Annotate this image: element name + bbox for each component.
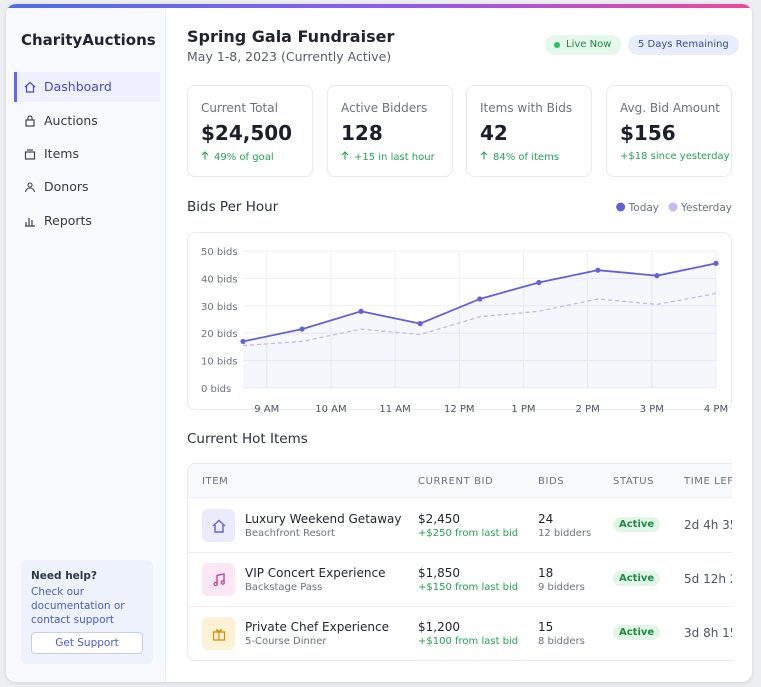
stat-change: 49% of goal — [201, 151, 274, 163]
item-sub: 5-Course Dinner — [245, 636, 327, 647]
status-pill: Active — [613, 625, 661, 640]
nav-item[interactable]: Dashboard — [14, 72, 160, 102]
clip-mask — [732, 463, 752, 663]
nav-label: Reports — [44, 213, 92, 228]
bid-count: 15 — [538, 620, 554, 634]
nav-item[interactable]: Items — [14, 139, 160, 169]
live-text: Live Now — [566, 39, 612, 50]
sidebar: CharityAuctions Dashboard Auctions Items… — [6, 8, 166, 682]
column-header: CURRENT BID — [418, 476, 494, 487]
item-sub: Backstage Pass — [245, 582, 323, 593]
nav-label: Dashboard — [44, 79, 112, 94]
stat-value: 42 — [480, 121, 508, 145]
app-window: CharityAuctions Dashboard Auctions Items… — [6, 4, 752, 682]
item-name: Luxury Weekend Getaway — [245, 512, 402, 526]
stat-change: 84% of items — [480, 151, 559, 163]
bid-count: 24 — [538, 512, 554, 526]
support-button[interactable]: Get Support — [31, 632, 143, 654]
stat-change-text: 49% of goal — [214, 152, 274, 163]
bidder-count: 8 bidders — [538, 636, 585, 647]
row-divider — [188, 606, 747, 607]
bid-change: +$150 from last bid — [418, 582, 519, 593]
stat-label: Items with Bids — [480, 101, 573, 115]
stat-value: $24,500 — [201, 121, 293, 145]
legend-swatch — [668, 202, 678, 212]
table-header — [188, 464, 747, 498]
days-badge: 5 Days Remaining — [628, 35, 739, 55]
column-header: STATUS — [613, 476, 655, 487]
item-icon — [202, 617, 235, 650]
bidder-count: 9 bidders — [538, 582, 585, 593]
column-header: TIME LEFT — [684, 476, 741, 487]
status-pill: Active — [613, 571, 661, 586]
stat-card: Items with Bids 42 84% of items — [466, 85, 592, 177]
help-box: Need help? Check our documentation or co… — [21, 560, 153, 664]
stat-card: Current Total $24,500 49% of goal — [187, 85, 313, 177]
column-header: ITEM — [202, 476, 229, 487]
chart-title: Bids Per Hour — [187, 199, 279, 215]
stat-value: 128 — [341, 121, 383, 145]
status-pill: Active — [613, 517, 661, 532]
brand: CharityAuctions — [21, 31, 156, 49]
page-title: Spring Gala Fundraiser — [187, 27, 395, 46]
stat-card: Avg. Bid Amount $156 +$18 since yesterday — [606, 85, 732, 177]
time-left: 2d 4h 35m — [684, 518, 747, 532]
current-bid: $2,450 — [418, 512, 460, 526]
current-bid: $1,850 — [418, 566, 460, 580]
item-sub: Beachfront Resort — [245, 528, 335, 539]
help-title: Need help? — [31, 570, 98, 582]
legend-label: Yesterday — [680, 202, 732, 214]
stat-card: Active Bidders 128 +15 in last hour — [327, 85, 453, 177]
time-left: 3d 8h 15m — [684, 626, 747, 640]
chart-card — [187, 232, 732, 410]
bid-change: +$100 from last bid — [418, 636, 519, 647]
nav-label: Auctions — [44, 113, 98, 128]
legend-label: Today — [628, 202, 659, 214]
nav-item[interactable]: Auctions — [14, 106, 160, 136]
item-icon — [202, 563, 235, 596]
stat-change-text: +$18 since yesterday — [620, 151, 730, 162]
bidder-count: 12 bidders — [538, 528, 592, 539]
item-name: Private Chef Experience — [245, 620, 389, 634]
stat-label: Avg. Bid Amount — [620, 101, 721, 115]
time-left: 5d 12h 20m — [684, 572, 747, 586]
live-badge: Live Now — [545, 35, 622, 55]
item-icon — [202, 509, 235, 542]
stat-change: +$18 since yesterday — [620, 151, 729, 162]
hot-items-table: ITEM CURRENT BID BIDS STATUS TIME LEFT Luxury… — [187, 463, 747, 661]
bid-count: 18 — [538, 566, 554, 580]
nav-label: Donors — [44, 179, 89, 194]
bid-change: +$250 from last bid — [418, 528, 519, 539]
stat-label: Active Bidders — [341, 101, 428, 115]
nav-item[interactable]: Reports — [14, 206, 160, 236]
row-divider — [188, 552, 747, 553]
nav-item[interactable]: Donors — [14, 172, 160, 202]
top-accent — [6, 4, 752, 8]
stat-label: Current Total — [201, 101, 278, 115]
current-bid: $1,200 — [418, 620, 460, 634]
stat-change-text: +15 in last hour — [354, 152, 435, 163]
stat-change-text: 84% of items — [493, 152, 560, 163]
page-subtitle: May 1-8, 2023 (Currently Active) — [187, 49, 392, 64]
column-header: BIDS — [538, 476, 565, 487]
nav-label: Items — [44, 146, 79, 161]
legend-swatch — [616, 202, 626, 212]
table-title: Current Hot Items — [187, 431, 308, 447]
stat-value: $156 — [620, 121, 676, 145]
stat-change: +15 in last hour — [341, 151, 435, 163]
help-text: Check our documentation or contact suppo… — [31, 586, 125, 626]
item-name: VIP Concert Experience — [245, 566, 386, 580]
